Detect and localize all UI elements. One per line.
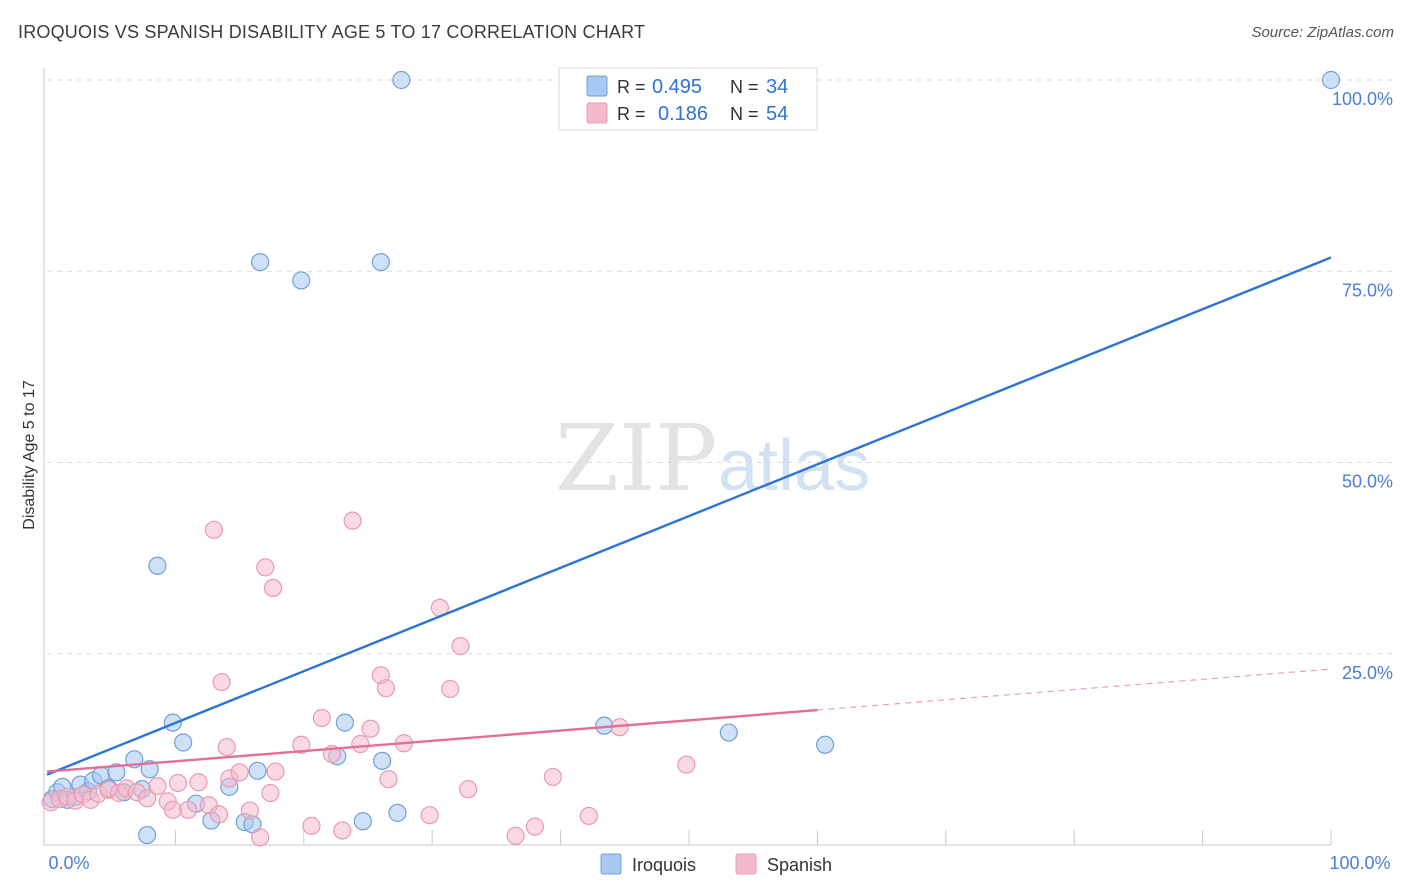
iroquois-point[interactable] bbox=[174, 733, 193, 752]
chart-title: IROQUOIS VS SPANISH DISABILITY AGE 5 TO … bbox=[18, 22, 646, 42]
spanish-point[interactable] bbox=[312, 708, 331, 728]
spanish-point[interactable] bbox=[230, 763, 249, 782]
spanish-point[interactable] bbox=[261, 783, 280, 803]
spanish-point[interactable] bbox=[506, 826, 525, 845]
spanish-point[interactable] bbox=[266, 762, 285, 781]
legend-iroquois-n-label: N = bbox=[730, 77, 759, 97]
y-tick-label: 75.0% bbox=[1342, 280, 1393, 300]
legend-iroquois-n-value: 34 bbox=[766, 76, 788, 98]
spanish-point[interactable] bbox=[420, 806, 439, 825]
spanish-point[interactable] bbox=[212, 672, 231, 692]
iroquois-point[interactable] bbox=[292, 271, 311, 290]
legend-spanish-n-label: N = bbox=[730, 104, 759, 124]
spanish-point[interactable] bbox=[543, 767, 562, 787]
spanish-point[interactable] bbox=[525, 817, 545, 836]
spanish-point[interactable] bbox=[441, 679, 460, 699]
watermark-atlas: atlas bbox=[718, 426, 870, 506]
y-axis-label: Disability Age 5 to 17 bbox=[21, 380, 38, 530]
spanish-point[interactable] bbox=[217, 737, 236, 757]
legend-spanish-swatch bbox=[586, 102, 608, 124]
spanish-point[interactable] bbox=[451, 636, 470, 656]
iroquois-point[interactable] bbox=[353, 812, 372, 831]
gridlines bbox=[47, 79, 1392, 845]
iroquois-point[interactable] bbox=[371, 252, 390, 272]
legend-bottom-spanish-label[interactable]: Spanish bbox=[767, 855, 832, 875]
legend-bottom-iroquois-swatch[interactable] bbox=[600, 853, 622, 875]
spanish-point[interactable] bbox=[263, 578, 283, 598]
iroquois-trend-line bbox=[46, 256, 1332, 776]
legend-spanish-n-value: 54 bbox=[766, 103, 788, 125]
iroquois-point[interactable] bbox=[107, 763, 126, 782]
spanish-point[interactable] bbox=[361, 719, 380, 738]
data-points bbox=[41, 70, 1341, 847]
spanish-point[interactable] bbox=[256, 558, 275, 577]
x-tick-label-max: 100.0% bbox=[1329, 853, 1390, 873]
y-tick-label: 50.0% bbox=[1342, 472, 1393, 492]
spanish-point[interactable] bbox=[351, 734, 370, 754]
spanish-trend-line bbox=[46, 708, 818, 773]
spanish-point[interactable] bbox=[168, 773, 188, 793]
y-tick-label: 25.0% bbox=[1342, 663, 1393, 683]
spanish-point[interactable] bbox=[302, 816, 321, 835]
watermark: ZIP atlas bbox=[555, 405, 870, 512]
spanish-point[interactable] bbox=[379, 770, 398, 789]
spanish-point[interactable] bbox=[240, 801, 259, 820]
spanish-point[interactable] bbox=[459, 780, 478, 799]
spanish-point[interactable] bbox=[251, 828, 270, 847]
legend-spanish-r-value: 0.186 bbox=[658, 103, 708, 125]
iroquois-point[interactable] bbox=[1321, 70, 1341, 90]
source-label: Source: ZipAtlas.com bbox=[1251, 24, 1394, 41]
legend-stats: R = 0.495 N = 34 R = 0.186 N = 54 bbox=[558, 67, 818, 131]
spanish-point[interactable] bbox=[677, 755, 696, 774]
iroquois-point[interactable] bbox=[148, 556, 167, 575]
legend-bottom-iroquois-label[interactable]: Iroquois bbox=[632, 855, 696, 875]
spanish-point[interactable] bbox=[292, 735, 311, 754]
iroquois-point[interactable] bbox=[335, 713, 354, 732]
spanish-point[interactable] bbox=[209, 805, 229, 824]
iroquois-point[interactable] bbox=[388, 803, 407, 822]
spanish-point[interactable] bbox=[376, 679, 396, 698]
spanish-point[interactable] bbox=[138, 789, 157, 808]
x-tick-label-min: 0.0% bbox=[48, 853, 89, 873]
y-tick-labels: 25.0% 50.0% 75.0% 100.0% bbox=[1332, 89, 1393, 683]
spanish-point[interactable] bbox=[204, 520, 224, 539]
legend-iroquois-r-label: R = bbox=[617, 77, 646, 97]
iroquois-point[interactable] bbox=[140, 760, 159, 779]
iroquois-point[interactable] bbox=[392, 70, 411, 90]
iroquois-point[interactable] bbox=[816, 735, 835, 754]
iroquois-point[interactable] bbox=[248, 761, 267, 780]
spanish-point[interactable] bbox=[189, 773, 208, 792]
spanish-point[interactable] bbox=[333, 821, 352, 840]
spanish-point[interactable] bbox=[179, 800, 198, 819]
spanish-trend-line-extension bbox=[817, 668, 1332, 711]
spanish-point[interactable] bbox=[163, 800, 182, 819]
trend-lines bbox=[46, 256, 1332, 776]
legend-bottom-spanish-swatch[interactable] bbox=[735, 853, 757, 875]
spanish-point[interactable] bbox=[579, 806, 598, 826]
iroquois-point[interactable] bbox=[373, 751, 392, 770]
legend-spanish-r-label: R = bbox=[617, 104, 646, 124]
spanish-point[interactable] bbox=[343, 511, 362, 530]
legend-iroquois-r-value: 0.495 bbox=[652, 76, 702, 98]
iroquois-point[interactable] bbox=[138, 825, 157, 845]
y-tick-label: 100.0% bbox=[1332, 89, 1393, 109]
iroquois-point[interactable] bbox=[251, 252, 270, 272]
iroquois-point[interactable] bbox=[719, 723, 738, 742]
watermark-zip: ZIP bbox=[555, 405, 717, 512]
legend-series: Iroquois Spanish bbox=[600, 853, 832, 875]
legend-iroquois-swatch bbox=[586, 75, 608, 97]
spanish-point[interactable] bbox=[148, 776, 167, 796]
